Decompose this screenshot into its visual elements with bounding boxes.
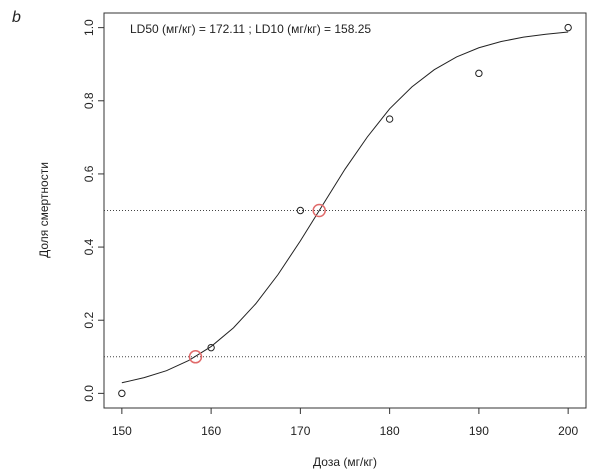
y-tick-label: 0.8 (82, 92, 96, 109)
annotation: LD50 (мг/кг) = 172.11 ; LD10 (мг/кг) = 1… (130, 22, 371, 36)
x-tick-label: 150 (112, 424, 132, 438)
y-axis-label: Доля смертности (37, 162, 51, 258)
fitted-curve (121, 31, 569, 384)
data-point (207, 343, 215, 352)
data-point (564, 23, 572, 32)
data-point (475, 69, 483, 78)
y-tick-label: 0.6 (82, 165, 96, 182)
x-tick-label: 190 (469, 424, 489, 438)
ld-marker (188, 350, 203, 364)
data-point (385, 115, 394, 123)
x-axis-label: Доза (мг/кг) (313, 455, 377, 469)
data-point (296, 206, 305, 215)
x-tick-label: 180 (380, 424, 400, 438)
y-tick-label: 0.2 (82, 312, 96, 329)
y-tick-label: 1.0 (82, 19, 96, 36)
x-tick-label: 160 (201, 424, 221, 438)
y-tick-label: 0.0 (82, 385, 96, 402)
ld-marker (312, 203, 326, 218)
panel-label: b (12, 9, 21, 26)
x-tick-label: 170 (290, 424, 310, 438)
x-tick-label: 200 (558, 424, 578, 438)
y-tick-label: 0.4 (82, 238, 96, 255)
data-point (118, 389, 126, 398)
